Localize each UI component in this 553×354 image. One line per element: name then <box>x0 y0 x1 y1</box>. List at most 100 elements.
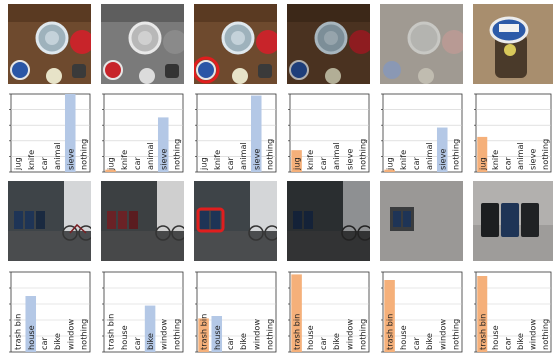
category-label: nothing <box>540 139 550 170</box>
category-label: nothing <box>264 319 274 350</box>
plot-frame <box>103 93 184 173</box>
category-label: sieve <box>437 149 447 170</box>
category-label: nothing <box>264 139 274 170</box>
bar-trash-bin <box>198 318 209 352</box>
street-photo-faded <box>380 181 463 261</box>
chart-kitchen-1: jug knife car animal sieve nothing <box>8 92 92 174</box>
plot-frame <box>382 93 463 173</box>
street-photo-darkened <box>287 181 370 261</box>
category-label: window <box>527 319 537 350</box>
chart-kitchen-4: jug knife car animal sieve nothing <box>287 92 371 174</box>
category-label: sieve <box>344 149 354 170</box>
plot-frame <box>289 93 370 173</box>
plot-frame <box>475 271 552 353</box>
category-label: animal <box>238 142 248 170</box>
category-label: bike <box>515 333 525 350</box>
plot-frame <box>475 93 552 173</box>
category-label: house <box>26 325 36 350</box>
category-label: car <box>502 336 512 350</box>
chart-street-5: trash bin house car bike window nothing <box>380 270 464 354</box>
street-photo-red-box <box>194 181 277 261</box>
category-label: jug <box>385 157 395 171</box>
category-label: window <box>251 319 261 350</box>
chart-street-4: trash bin house car bike window nothing <box>287 270 371 354</box>
category-label: window <box>437 319 447 350</box>
category-label: trash bin <box>13 314 23 350</box>
plot-frame <box>289 271 370 353</box>
category-label: sieve <box>65 149 75 170</box>
category-label: jug <box>292 157 302 171</box>
bar-bike <box>144 305 156 352</box>
category-label: animal <box>52 142 62 170</box>
category-label: jug <box>199 157 209 171</box>
category-label: bike <box>145 333 155 350</box>
kitchen-photo-grayscale <box>101 4 184 84</box>
bar-house <box>25 296 37 352</box>
plot-frame <box>196 93 277 173</box>
chart-street-2: trash bin house car bike window nothing <box>101 270 185 354</box>
category-label: trash bin <box>385 314 395 350</box>
category-label: knife <box>26 150 36 170</box>
category-label: car <box>411 156 421 170</box>
bar-trash-bin <box>477 276 488 352</box>
category-label: nothing <box>78 319 88 350</box>
category-label: nothing <box>357 319 367 350</box>
bar-sieve <box>250 95 262 172</box>
chart-street-6: trash bin house car bike window nothing <box>473 270 553 354</box>
category-label: jug <box>13 157 23 171</box>
category-label: animal <box>145 142 155 170</box>
chart-kitchen-3: jug knife car animal sieve nothing <box>194 92 278 174</box>
chart-kitchen-5: jug knife car animal sieve nothing <box>380 92 464 174</box>
category-label: sieve <box>251 149 261 170</box>
bar-trash-bin <box>384 280 395 352</box>
chart-street-1: trash bin house car bike window nothing <box>8 270 92 354</box>
category-label: car <box>132 156 142 170</box>
chart-street-3: trash bin house car bike window nothing <box>194 270 278 354</box>
category-label: window <box>158 319 168 350</box>
category-label: animal <box>331 142 341 170</box>
kitchen-photo-zoom-jar <box>473 4 553 84</box>
bar-house <box>211 316 223 352</box>
category-label: sieve <box>527 149 537 170</box>
category-label: bike <box>52 333 62 350</box>
category-label: knife <box>119 150 129 170</box>
category-label: bike <box>424 333 434 350</box>
street-photo-original <box>8 181 91 261</box>
category-label: car <box>225 336 235 350</box>
category-label: car <box>318 336 328 350</box>
category-label: trash bin <box>199 314 209 350</box>
kitchen-photo-original <box>8 4 91 84</box>
category-label: trash bin <box>477 314 487 350</box>
category-label: jug <box>477 157 487 171</box>
category-label: knife <box>305 150 315 170</box>
category-label: animal <box>515 142 525 170</box>
category-label: nothing <box>171 319 181 350</box>
plot-frame <box>103 271 184 353</box>
category-label: nothing <box>450 319 460 350</box>
category-label: house <box>490 325 500 350</box>
category-label: nothing <box>78 139 88 170</box>
bar-trash-bin <box>291 274 302 352</box>
category-label: sieve <box>158 149 168 170</box>
category-label: window <box>344 319 354 350</box>
category-label: knife <box>398 150 408 170</box>
bar-jug <box>105 169 116 172</box>
category-label: nothing <box>171 139 181 170</box>
category-label: house <box>212 325 222 350</box>
bar-sieve <box>436 127 448 172</box>
kitchen-photo-red-highlight <box>194 4 277 84</box>
bar-jug <box>384 169 395 172</box>
category-label: car <box>411 336 421 350</box>
bar-jug <box>291 150 302 172</box>
chart-kitchen-6: jug knife car animal sieve nothing <box>473 92 553 174</box>
plot-frame <box>10 271 91 353</box>
category-label: window <box>65 319 75 350</box>
kitchen-photo-darkened <box>287 4 370 84</box>
category-label: house <box>398 325 408 350</box>
plot-frame <box>382 271 463 353</box>
category-label: car <box>502 156 512 170</box>
category-label: knife <box>490 150 500 170</box>
category-label: car <box>39 156 49 170</box>
bar-sieve <box>64 94 76 172</box>
category-label: car <box>318 156 328 170</box>
